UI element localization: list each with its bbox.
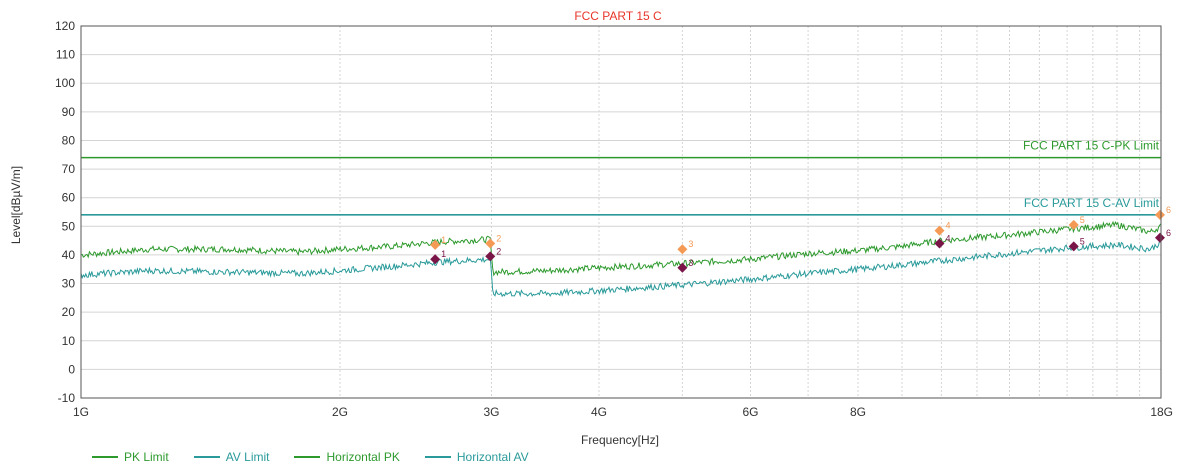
y-axis-label: Level[dBµV/m] [9, 166, 23, 244]
marker-label: 5 [1080, 236, 1085, 246]
x-tick-label: 8G [850, 405, 866, 419]
legend-label: Horizontal AV [456, 450, 529, 464]
y-tick-label: 30 [62, 277, 76, 291]
marker-diamond [934, 238, 945, 249]
legend-label: PK Limit [124, 450, 169, 464]
legend-item: Horizontal PK [294, 450, 400, 464]
plot-frame [80, 25, 1162, 399]
marker-diamond [934, 225, 945, 236]
marker-diamond [1068, 241, 1079, 252]
y-tick-labels: -10 0 10 20 30 40 50 60 70 80 90 100 110 120 [55, 19, 75, 405]
marker-diamond [1154, 209, 1165, 220]
y-tick-label: 10 [62, 334, 76, 348]
y-tick-label: 70 [62, 162, 76, 176]
y-tick-label: 90 [62, 105, 76, 119]
marker-label: 3 [688, 258, 693, 268]
marker-label: 6 [1166, 228, 1171, 238]
limit-label: FCC PART 15 C-PK Limit [1023, 139, 1160, 153]
marker-diamond [485, 238, 496, 249]
y-tick-label: 120 [55, 19, 75, 33]
y-tick-label: 50 [62, 219, 76, 233]
y-tick-label: 110 [56, 48, 75, 62]
y-tick-label: 20 [62, 305, 76, 319]
series-lines [80, 220, 1162, 298]
x-tick-label: 4G [591, 405, 607, 419]
marker-label: 3 [688, 239, 693, 249]
limit-label: FCC PART 15 C-AV Limit [1024, 196, 1160, 210]
series-line [80, 220, 1162, 277]
y-tick-label: 80 [62, 133, 76, 147]
marker-diamond [677, 262, 688, 273]
y-tick-label: 100 [55, 76, 75, 90]
marker-label: 1 [441, 235, 446, 245]
series-line [80, 238, 1162, 298]
marker-label: 1 [441, 249, 446, 259]
marker-diamond [677, 244, 688, 255]
marker-diamond [430, 254, 441, 265]
chart-title: FCC PART 15 C [574, 9, 662, 23]
legend-swatch [92, 456, 118, 458]
x-tick-label: 18G [1150, 405, 1173, 419]
marker-label: 6 [1166, 205, 1171, 215]
x-axis-label: Frequency[Hz] [581, 433, 659, 447]
legend-label: AV Limit [225, 450, 270, 464]
marker-label: 2 [496, 233, 501, 243]
marker-label: 4 [945, 233, 950, 243]
legend-label: Horizontal PK [326, 450, 400, 464]
legend: PK Limit AV Limit Horizontal PK Horizontal … [92, 450, 554, 464]
y-tick-label: 40 [62, 248, 76, 262]
markers: 1 2 3 4 5 6 1 2 3 4 5 6 [430, 205, 1171, 273]
limit-lines: FCC PART 15 C-PK Limit FCC PART 15 C-AV L… [81, 139, 1161, 216]
x-tick-labels: 1G 2G 3G 4G 6G 8G 18G [73, 405, 1173, 419]
marker-label: 4 [945, 221, 950, 231]
legend-swatch [294, 456, 321, 458]
marker-diamond [485, 251, 496, 262]
marker-label: 5 [1080, 215, 1085, 225]
marker-diamond [430, 239, 441, 250]
y-tick-label: 0 [68, 362, 75, 376]
y-tick-label: 60 [62, 191, 76, 205]
marker-label: 2 [496, 246, 501, 256]
legend-item: AV Limit [193, 450, 270, 464]
marker-diamond [1154, 232, 1165, 243]
marker-diamond [1068, 219, 1079, 230]
legend-item: Horizontal AV [424, 450, 529, 464]
x-tick-label: 3G [483, 405, 499, 419]
y-tick-label: -10 [58, 391, 76, 405]
grid [80, 25, 1162, 399]
legend-item: PK Limit [92, 450, 169, 464]
legend-swatch [193, 456, 220, 458]
x-tick-label: 6G [742, 405, 758, 419]
x-tick-label: 1G [73, 405, 89, 419]
x-tick-label: 2G [332, 405, 348, 419]
legend-swatch [424, 456, 451, 458]
